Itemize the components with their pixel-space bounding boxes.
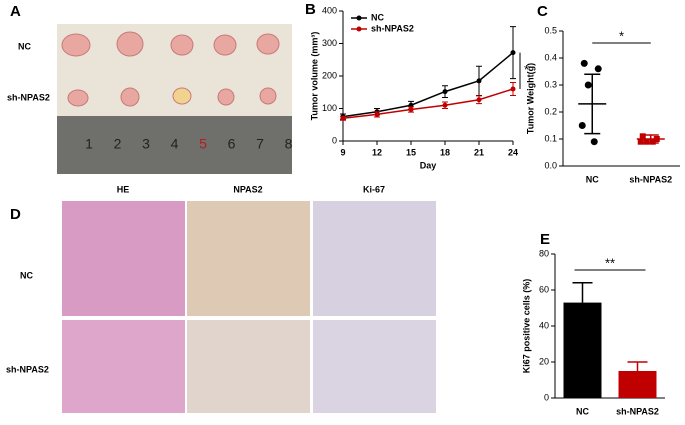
- y-tick-label: 0.4: [544, 52, 557, 62]
- point: [643, 138, 650, 145]
- y-tick-label: 300: [322, 38, 337, 48]
- y-tick-label: 80: [539, 248, 549, 258]
- x-tick-label: 12: [372, 147, 382, 157]
- point: [637, 138, 644, 145]
- x-axis-label: Day: [420, 160, 437, 170]
- panel-label: E: [540, 231, 550, 248]
- x-tick-label: 9: [340, 147, 345, 157]
- y-tick-label: 0.0: [544, 160, 557, 170]
- point: [580, 59, 588, 67]
- ruler-number: 1: [85, 136, 93, 152]
- y-tick-label: 0.2: [544, 106, 557, 116]
- y-tick-label: 0.5: [544, 25, 557, 35]
- x-tick-label: 21: [474, 147, 484, 157]
- y-tick-label: 0: [544, 392, 549, 402]
- annotation: *: [524, 62, 529, 77]
- y-tick-label: 100: [322, 103, 337, 113]
- point: [649, 138, 656, 145]
- y-axis-label: Tumor volume (mm³): [309, 32, 319, 121]
- point: [653, 136, 660, 142]
- panel-label: D: [10, 206, 21, 223]
- line: [342, 88, 514, 119]
- marker: [374, 111, 380, 117]
- row-label: sh-NPAS2: [7, 92, 50, 102]
- x-tick-label: NC: [586, 174, 599, 184]
- marker: [476, 97, 482, 103]
- marker: [340, 115, 346, 121]
- mean-sd: [578, 73, 607, 135]
- legend-marker: [356, 26, 362, 32]
- y-tick-label: 40: [539, 320, 549, 330]
- y-tick-label: 0: [332, 135, 337, 145]
- bar: [563, 302, 602, 398]
- annotation: *: [619, 28, 624, 43]
- marker: [510, 50, 516, 56]
- panel-label: A: [10, 3, 21, 20]
- row-label: NC: [18, 41, 31, 51]
- y-axis-label: Ki67 positive cells (%): [521, 279, 531, 374]
- ruler-number: 4: [171, 136, 179, 152]
- x-tick-label: 15: [406, 147, 416, 157]
- y-axis-label: Tumor Weight(g): [525, 63, 535, 134]
- marker: [408, 106, 414, 112]
- point: [594, 65, 602, 73]
- error-bar: [572, 282, 593, 303]
- y-tick-label: 60: [539, 284, 549, 294]
- bar: [618, 371, 657, 398]
- ruler-number: 6: [228, 136, 236, 152]
- panel-label: C: [537, 3, 548, 20]
- row-label: sh-NPAS2: [6, 364, 49, 374]
- point: [639, 133, 646, 140]
- marker: [510, 86, 516, 92]
- y-tick-label: 0.3: [544, 79, 557, 89]
- x-tick-label: sh-NPAS2: [616, 406, 659, 416]
- x-tick-label: 18: [440, 147, 450, 157]
- panel-label: B: [305, 1, 316, 18]
- y-tick-label: 200: [322, 70, 337, 80]
- line: [342, 52, 514, 118]
- legend-label: NC: [371, 12, 384, 22]
- x-tick-label: NC: [576, 406, 589, 416]
- column-label: NPAS2: [233, 184, 262, 194]
- marker: [476, 78, 482, 84]
- annotation: **: [605, 255, 615, 270]
- x-tick-label: 24: [508, 147, 518, 157]
- error-bar: [627, 361, 648, 371]
- point: [584, 81, 592, 89]
- row-label: NC: [20, 270, 33, 280]
- marker: [442, 89, 448, 95]
- ruler-number: 8: [285, 136, 293, 152]
- y-tick-label: 400: [322, 5, 337, 15]
- legend-label: sh-NPAS2: [371, 23, 414, 33]
- y-tick-label: 0.1: [544, 133, 557, 143]
- point: [590, 138, 598, 146]
- column-label: Ki-67: [363, 184, 385, 194]
- x-tick-label: sh-NPAS2: [629, 174, 672, 184]
- y-tick-label: 20: [539, 356, 549, 366]
- tumors: [61, 31, 280, 107]
- ruler-number: 2: [114, 136, 122, 152]
- legend-marker: [356, 15, 362, 21]
- point: [578, 122, 586, 129]
- ruler-number: 7: [256, 136, 264, 152]
- histology: [62, 201, 436, 413]
- column-label: HE: [117, 184, 130, 194]
- ruler: [57, 116, 292, 174]
- ruler-number: 3: [142, 136, 150, 152]
- ruler-number: 5: [199, 136, 207, 152]
- marker: [442, 102, 448, 108]
